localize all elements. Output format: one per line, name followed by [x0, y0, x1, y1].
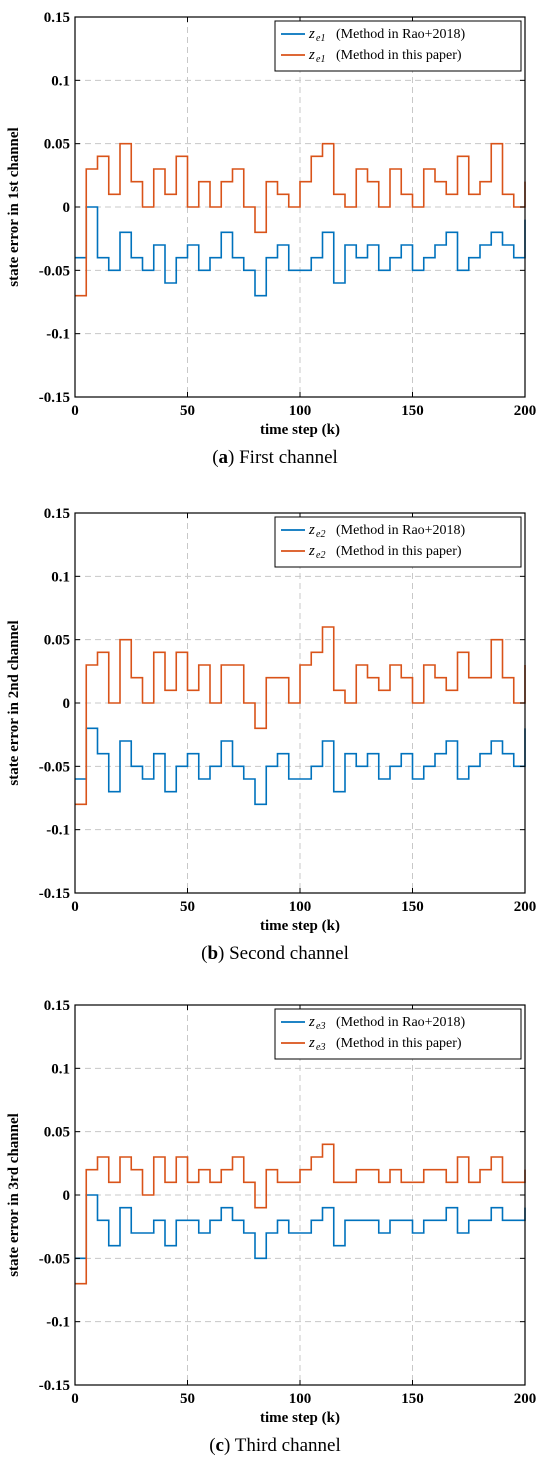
y-tick-label: -0.15	[39, 1378, 70, 1394]
legend-label: (Method in Rao+2018)	[336, 1015, 466, 1030]
y-tick-label: -0.05	[39, 1251, 70, 1267]
legend-label: (Method in this paper)	[336, 544, 462, 559]
y-axis-label: state error in 2nd channel	[6, 620, 22, 785]
legend-label: (Method in Rao+2018)	[336, 27, 466, 42]
y-tick-label: 0.1	[51, 73, 70, 89]
x-tick-label: 50	[180, 899, 195, 915]
x-tick-label: 50	[180, 403, 195, 419]
x-tick-label: 100	[289, 403, 312, 419]
series-line-2	[75, 142, 526, 297]
series-line-2	[75, 626, 526, 806]
y-tick-label: 0	[63, 200, 71, 216]
legend-box	[274, 1008, 522, 1060]
y-tick-label: -0.15	[39, 390, 70, 406]
chart-panel-second: 0 50 100 150 200 0.15 0.1 0.05 0 -0.05 -0.1 -0.15 ti…	[0, 496, 550, 976]
legend-symbol: z	[308, 1014, 315, 1030]
y-tick-label: 0	[63, 696, 71, 712]
legend-symbol: z	[308, 522, 315, 538]
y-tick-label: 0	[63, 1188, 71, 1204]
caption-first: (a) First channel	[212, 447, 338, 468]
x-tick-label: 0	[71, 1391, 79, 1407]
series-line-1	[75, 727, 526, 806]
legend-subscript: e2	[316, 550, 325, 561]
y-axis-label: state error in 1st channel	[6, 127, 22, 286]
series-line-1	[75, 206, 526, 297]
y-tick-label: 0.15	[44, 10, 70, 26]
legend-box	[274, 20, 522, 72]
chart-svg-first: 0 50 100 150 200 0.15 0.1 0.05 0 -0.05 -0.1 -0.15 ti…	[6, 10, 537, 438]
y-tick-label: -0.05	[39, 263, 70, 279]
legend-label: (Method in this paper)	[336, 1036, 462, 1051]
x-tick-label: 0	[71, 899, 79, 915]
y-tick-label: -0.05	[39, 759, 70, 775]
y-tick-label: 0.05	[44, 633, 70, 649]
legend-symbol: z	[308, 47, 315, 63]
y-tick-label: -0.15	[39, 886, 70, 902]
legend-subscript: e3	[316, 1021, 325, 1032]
x-tick-label: 200	[514, 899, 537, 915]
y-tick-label: 0.15	[44, 998, 70, 1014]
legend-subscript: e2	[316, 529, 325, 540]
legend-label: (Method in this paper)	[336, 48, 462, 63]
x-tick-label: 150	[401, 403, 424, 419]
caption-second: (b) Second channel	[201, 943, 349, 964]
x-axis-label: time step (k)	[260, 1410, 340, 1426]
x-axis-label: time step (k)	[260, 422, 340, 438]
y-axis-label: state error in 3rd channel	[6, 1113, 22, 1277]
y-tick-label: 0.05	[44, 1125, 70, 1141]
legend-subscript: e1	[316, 33, 325, 44]
legend-box	[274, 516, 522, 568]
chart-panel-third: 0 50 100 150 200 0.15 0.1 0.05 0 -0.05 -0.1 -0.15 ti…	[0, 988, 550, 1468]
x-tick-label: 0	[71, 403, 79, 419]
x-tick-label: 150	[401, 899, 424, 915]
legend-symbol: z	[308, 26, 315, 42]
chart-svg-third: 0 50 100 150 200 0.15 0.1 0.05 0 -0.05 -0.1 -0.15 ti…	[6, 998, 537, 1426]
y-tick-label: -0.1	[46, 327, 70, 343]
y-tick-label: 0.1	[51, 1061, 70, 1077]
legend-subscript: e1	[316, 54, 325, 65]
legend-symbol: z	[308, 1035, 315, 1051]
legend-label: (Method in Rao+2018)	[336, 523, 466, 538]
x-tick-label: 200	[514, 1391, 537, 1407]
caption-third: (c) Third channel	[209, 1435, 341, 1456]
x-tick-label: 200	[514, 403, 537, 419]
y-tick-label: 0.1	[51, 569, 70, 585]
x-tick-label: 100	[289, 1391, 312, 1407]
x-tick-label: 150	[401, 1391, 424, 1407]
x-tick-label: 50	[180, 1391, 195, 1407]
chart-svg-second: 0 50 100 150 200 0.15 0.1 0.05 0 -0.05 -0.1 -0.15 ti…	[6, 506, 537, 934]
series-line-1	[75, 1194, 526, 1260]
y-tick-label: 0.05	[44, 137, 70, 153]
x-axis-label: time step (k)	[260, 918, 340, 934]
y-tick-label: 0.15	[44, 506, 70, 522]
y-tick-label: -0.1	[46, 823, 70, 839]
legend-symbol: z	[308, 543, 315, 559]
legend-subscript: e3	[316, 1042, 325, 1053]
series-line-2	[75, 1143, 526, 1285]
y-tick-label: -0.1	[46, 1315, 70, 1331]
x-tick-label: 100	[289, 899, 312, 915]
chart-panel-first: 0 50 100 150 200 0.15 0.1 0.05 0 -0.05 -0.1 -0.15 ti…	[0, 0, 550, 480]
